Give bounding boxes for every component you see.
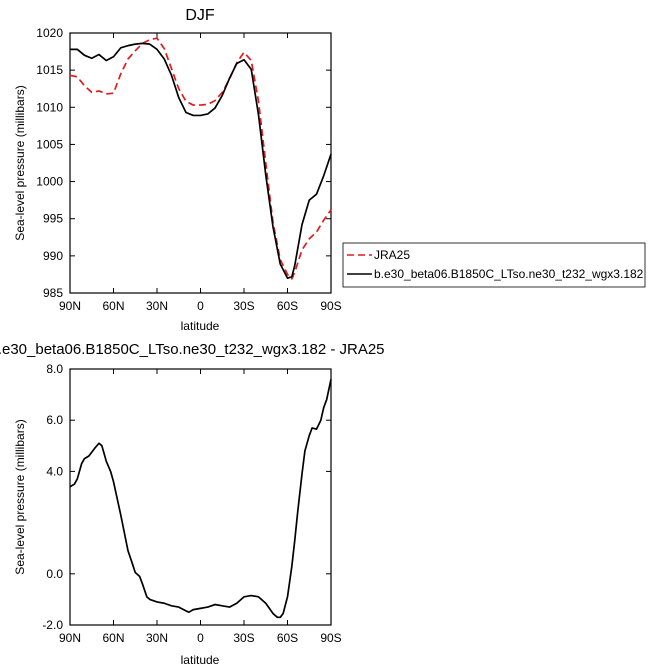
top-y-tick-label: 990	[43, 249, 63, 263]
top-y-tick-label: 995	[43, 212, 63, 226]
bottom-y-tick-label: 8.0	[46, 362, 63, 376]
bottom-y-tick-label: -2.0	[42, 618, 63, 632]
bottom-y-tick-label: 0.0	[46, 567, 63, 581]
bottom-y-tick-label: 4.0	[46, 464, 63, 478]
legend-model-label: b.e30_beta06.B1850C_LTso.ne30_t232_wgx3.…	[374, 267, 644, 281]
bottom-x-tick-label: 60S	[277, 631, 298, 645]
bottom-x-tick-label: 0	[197, 631, 204, 645]
bottom-x-tick-label: 60N	[102, 631, 124, 645]
top-plot-frame	[69, 32, 332, 294]
top-series-line-model	[70, 42, 332, 279]
top-x-axis-label: latitude	[181, 319, 220, 333]
bottom-panel: b.e30_beta06.B1850C_LTso.ne30_t232_wgx3.…	[0, 341, 385, 667]
bottom-series	[69, 379, 332, 619]
top-series	[69, 37, 332, 280]
top-y-tick-label: 1010	[36, 100, 63, 114]
bottom-x-tick-label: 30N	[146, 631, 168, 645]
top-y-axis-label: Sea-level pressure (millibars)	[13, 85, 27, 240]
top-x-tick-label: 30S	[233, 299, 254, 313]
top-x-tick-label: 0	[197, 299, 204, 313]
bottom-y-axis-label: Sea-level pressure (millibars)	[13, 419, 27, 574]
bottom-x-tick-label: 90S	[320, 631, 341, 645]
legend-jra25-label: JRA25	[374, 248, 410, 262]
top-x-tick-label: 90N	[59, 299, 81, 313]
bottom-chart-title: b.e30_beta06.B1850C_LTso.ne30_t232_wgx3.…	[0, 341, 385, 358]
bottom-x-axis-label: latitude	[181, 653, 220, 667]
legend-box	[342, 242, 646, 288]
top-x-tick-label: 90S	[320, 299, 341, 313]
bottom-plot-frame	[69, 368, 332, 626]
top-y-tick-label: 1020	[36, 26, 63, 40]
top-y-tick-label: 1015	[36, 63, 63, 77]
top-chart-title: DJF	[185, 7, 215, 24]
bottom-y-tick-label: 6.0	[46, 413, 63, 427]
top-ticks: 90N 60N 30N 0 30S 60S 90S 985 990 995 1000 1005 1010…	[36, 26, 341, 313]
top-x-tick-label: 60S	[277, 299, 298, 313]
top-series-line-jra25	[69, 37, 332, 280]
top-x-tick-label: 60N	[102, 299, 124, 313]
top-y-tick-label: 1000	[36, 175, 63, 189]
bottom-x-tick-label: 30S	[233, 631, 254, 645]
top-y-tick-label: 985	[43, 286, 63, 300]
top-x-tick-label: 30N	[146, 299, 168, 313]
bottom-x-tick-label: 90N	[59, 631, 81, 645]
legend: JRA25 b.e30_beta06.B1850C_LTso.ne30_t232…	[342, 242, 646, 288]
top-y-tick-label: 1005	[36, 137, 63, 151]
top-panel: DJF Sea-level pressure (millibars) latit…	[13, 7, 342, 333]
bottom-series-line-difference	[69, 379, 332, 619]
bottom-ticks: 90N 60N 30N 0 30S 60S 90S -2.0 0.0 4.0 6.0 8.0	[42, 362, 341, 645]
